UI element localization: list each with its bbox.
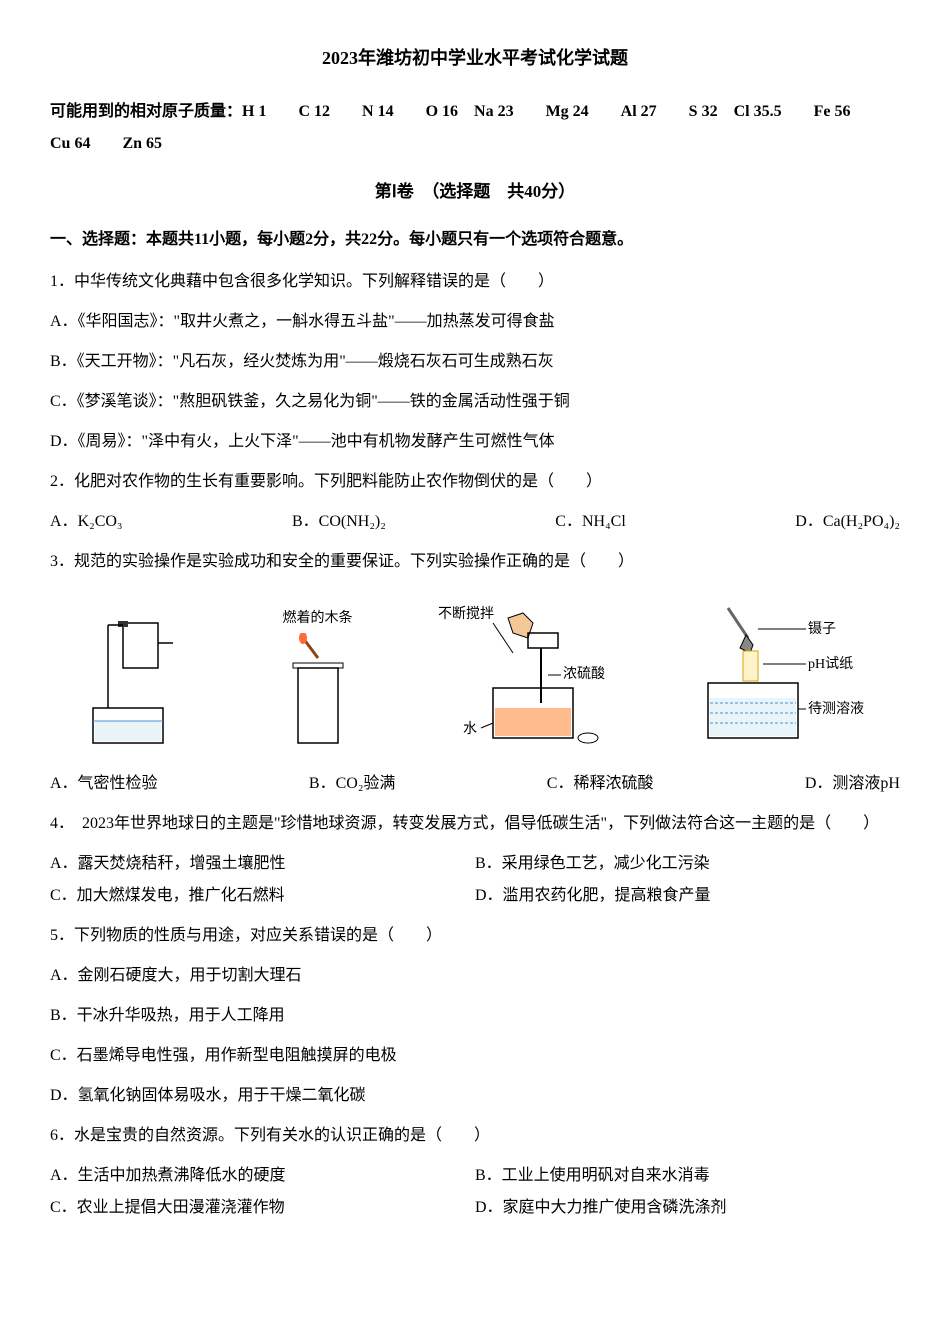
q3-option-a: A．气密性检验 [50,768,158,800]
q3-b-suffix: 验满 [363,775,395,792]
q2-option-d: D．Ca(H₂PO₄)₂ [795,506,900,538]
diagram-b: 燃着的木条 [268,605,368,753]
part1-title: 第Ⅰ卷 （选择题 共40分） [50,175,900,209]
q2-d-formula: Ca(H₂PO₄)₂ [823,513,900,530]
co2-test-icon [268,633,368,753]
q3-option-d: D．测溶液pH [805,768,900,800]
q3-d-prefix: D．测溶液 [805,775,881,792]
water-label: 水 [463,721,477,737]
q4-option-c: C．加大燃煤发电，推广化石燃料 [50,880,475,912]
q2-stem: 2．化肥对农作物的生长有重要影响。下列肥料能防止农作物倒伏的是（ ） [50,466,900,498]
dilute-acid-icon: 不断搅拌 浓硫酸 水 [433,603,613,753]
gas-tightness-icon [83,613,203,753]
atomic-mass-info: 可能用到的相对原子质量：H 1 C 12 N 14 O 16 Na 23 Mg … [50,96,900,160]
q4-option-d: D．滥用农药化肥，提高粮食产量 [475,880,900,912]
solution-label: 待测溶液 [808,701,864,717]
q3-b-formula: CO₂ [336,775,364,792]
diagram-c: 不断搅拌 浓硫酸 水 [433,603,613,753]
q5-option-b: B．干冰升华吸热，用于人工降用 [50,1000,900,1032]
q6-options: A．生活中加热煮沸降低水的硬度 B．工业上使用明矾对自来水消毒 C．农业上提倡大… [50,1160,900,1224]
q6-option-a: A．生活中加热煮沸降低水的硬度 [50,1160,475,1192]
q3-option-b: B．CO₂验满 [309,768,396,800]
diagram-a [83,613,203,753]
q1-option-d: D．《周易》："泽中有火，上火下泽"——池中有机物发酵产生可燃性气体 [50,426,900,458]
q3-stem: 3．规范的实验操作是实验成功和安全的重要保证。下列实验操作正确的是（ ） [50,546,900,578]
q6-option-c: C．农业上提倡大田漫灌浇灌作物 [50,1192,475,1224]
q6-stem: 6．水是宝贵的自然资源。下列有关水的认识正确的是（ ） [50,1120,900,1152]
q2-d-prefix: D． [795,513,823,530]
q5-option-c: C．石墨烯导电性强，用作新型电阻触摸屏的电极 [50,1040,900,1072]
q1-option-a: A．《华阳国志》："取井火煮之，一斛水得五斗盐"——加热蒸发可得食盐 [50,306,900,338]
q5-option-d: D．氢氧化钠固体易吸水，用于干燥二氧化碳 [50,1080,900,1112]
q2-a-prefix: A． [50,513,78,530]
q2-option-c: C．NH₄Cl [555,506,626,538]
q1-option-b: B．《天工开物》："凡石灰，经火焚炼为用"——煅烧石灰石可生成熟石灰 [50,346,900,378]
q3-b-prefix: B． [309,775,336,792]
q5-stem: 5．下列物质的性质与用途，对应关系错误的是（ ） [50,920,900,952]
q1-stem: 1．中华传统文化典藉中包含很多化学知识。下列解释错误的是（ ） [50,266,900,298]
q6-option-b: B．工业上使用明矾对自来水消毒 [475,1160,900,1192]
ph-test-icon: 镊子 pH试纸 待测溶液 [678,603,868,753]
q4-option-b: B．采用绿色工艺，减少化工污染 [475,848,900,880]
q2-b-formula: CO(NH₂)₂ [319,513,386,530]
q2-c-formula: NH₄Cl [582,513,626,530]
q3-diagrams: 燃着的木条 不断搅拌 浓硫酸 水 镊子 [50,593,900,753]
q4-stem: 4． 2023年世界地球日的主题是"珍惜地球资源，转变发展方式，倡导低碳生活"，… [50,808,900,840]
q4-option-a: A．露天焚烧秸秆，增强土壤肥性 [50,848,475,880]
q3-option-c: C．稀释浓硫酸 [547,768,654,800]
q4-options: A．露天焚烧秸秆，增强土壤肥性 B．采用绿色工艺，减少化工污染 C．加大燃煤发电… [50,848,900,912]
q3-d-formula: pH [880,775,900,792]
q5-option-a: A．金刚石硬度大，用于切割大理石 [50,960,900,992]
q2-option-a: A．K₂CO₃ [50,506,123,538]
section1-header: 一、选择题：本题共11小题，每小题2分，共22分。每小题只有一个选项符合题意。 [50,224,900,256]
q2-b-prefix: B． [292,513,319,530]
diagram-b-label: 燃着的木条 [283,605,353,633]
q2-c-prefix: C． [555,513,582,530]
q1-option-c: C．《梦溪笔谈》："熬胆矾铁釜，久之易化为铜"——铁的金属活动性强于铜 [50,386,900,418]
diagram-d: 镊子 pH试纸 待测溶液 [678,603,868,753]
ph-paper-label: pH试纸 [808,656,853,672]
q3-options: A．气密性检验 B．CO₂验满 C．稀释浓硫酸 D．测溶液pH [50,768,900,800]
atomic-mass-label: 可能用到的相对原子质量： [50,103,242,120]
tweezers-label: 镊子 [808,621,836,637]
q6-option-d: D．家庭中大力推广使用含磷洗涤剂 [475,1192,900,1224]
acid-label: 浓硫酸 [563,666,605,682]
stir-label: 不断搅拌 [438,606,494,622]
q2-option-b: B．CO(NH₂)₂ [292,506,386,538]
q2-a-formula: K₂CO₃ [78,513,123,530]
exam-title: 2023年潍坊初中学业水平考试化学试题 [50,40,900,76]
q2-options: A．K₂CO₃ B．CO(NH₂)₂ C．NH₄Cl D．Ca(H₂PO₄)₂ [50,506,900,538]
